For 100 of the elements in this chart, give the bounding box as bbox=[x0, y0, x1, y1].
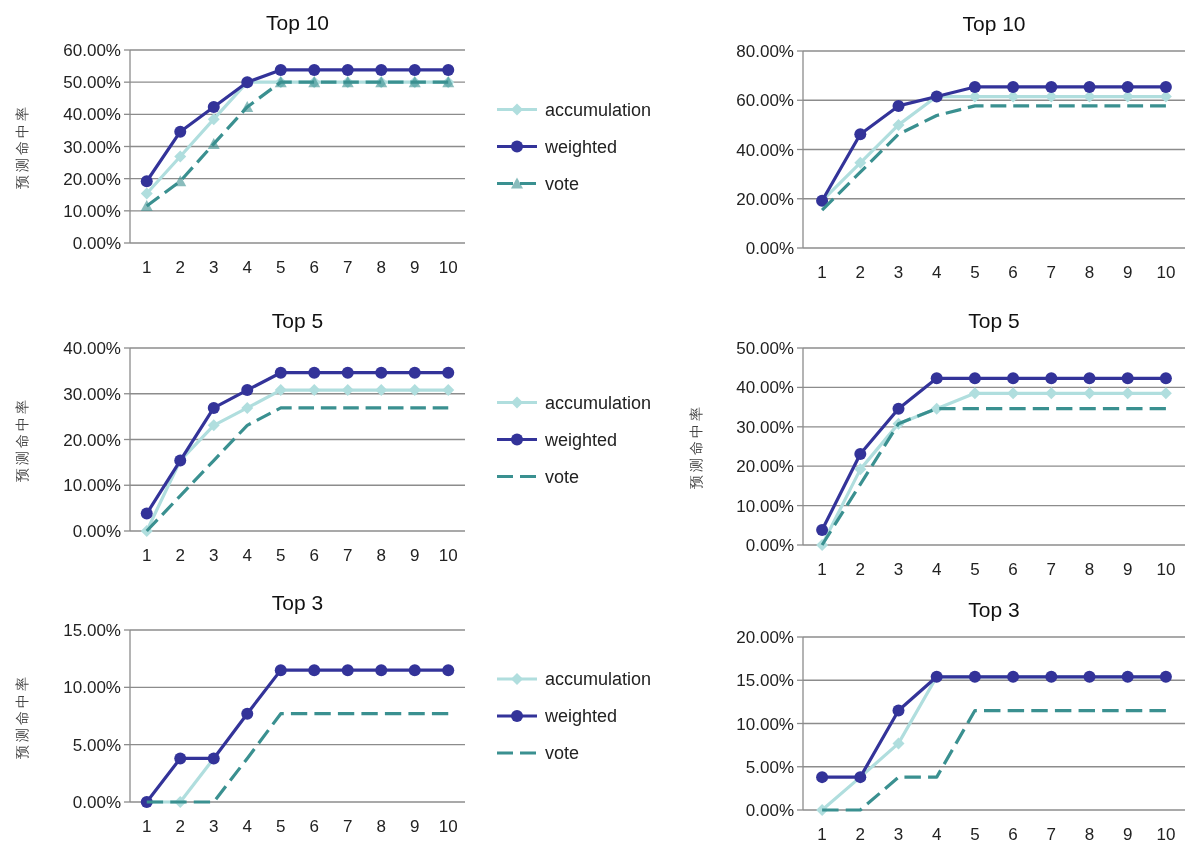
y-axis-title: 预测命中率 bbox=[688, 404, 704, 489]
y-tick-label: 50.00% bbox=[63, 73, 121, 93]
point bbox=[341, 366, 354, 379]
point bbox=[968, 372, 981, 385]
x-tick-label: 4 bbox=[931, 263, 942, 282]
point bbox=[854, 128, 867, 141]
y-tick-label: 0.00% bbox=[72, 793, 121, 812]
point bbox=[816, 524, 829, 537]
y-tick-label: 30.00% bbox=[63, 384, 121, 404]
point bbox=[442, 366, 455, 379]
point bbox=[1007, 372, 1020, 385]
x-tick-label: 9 bbox=[410, 817, 420, 836]
legend-label: accumulation bbox=[545, 392, 652, 413]
legend-label: accumulation bbox=[545, 99, 652, 120]
x-tick-label: 5 bbox=[276, 817, 286, 836]
point bbox=[930, 372, 943, 385]
x-tick-label: 3 bbox=[209, 546, 219, 565]
y-tick-label: 30.00% bbox=[63, 137, 121, 157]
y-tick-label: 10.00% bbox=[63, 476, 121, 496]
point bbox=[892, 704, 905, 717]
y-axis-title: 预测命中率 bbox=[14, 104, 30, 189]
point bbox=[241, 100, 254, 112]
legend-label: weighted bbox=[544, 429, 618, 450]
point bbox=[968, 387, 981, 400]
point bbox=[1159, 80, 1172, 93]
y-axis-title: 预测命中率 bbox=[14, 673, 30, 759]
x-tick-label: 3 bbox=[893, 263, 904, 282]
y-axis-title: 预测命中率 bbox=[14, 397, 30, 482]
point bbox=[140, 187, 153, 200]
x-tick-label: 5 bbox=[970, 825, 980, 844]
point bbox=[408, 664, 421, 677]
y-tick-label: 40.00% bbox=[63, 339, 121, 358]
point bbox=[1045, 372, 1058, 385]
x-tick-label: 10 bbox=[1156, 263, 1176, 282]
point bbox=[140, 200, 153, 212]
point bbox=[274, 366, 287, 379]
x-tick-label: 7 bbox=[343, 817, 353, 836]
x-tick-label: 4 bbox=[931, 825, 942, 844]
x-tick-label: 1 bbox=[817, 560, 827, 579]
point bbox=[375, 366, 388, 379]
x-tick-label: 3 bbox=[893, 825, 904, 844]
point bbox=[341, 664, 354, 677]
x-tick-label: 10 bbox=[438, 258, 458, 277]
x-tick-label: 10 bbox=[438, 817, 458, 836]
y-tick-label: 60.00% bbox=[63, 41, 121, 60]
x-tick-label: 3 bbox=[209, 817, 219, 836]
y-tick-label: 5.00% bbox=[72, 735, 121, 755]
x-tick-label: 9 bbox=[1122, 825, 1133, 844]
x-tick-label: 6 bbox=[1008, 263, 1018, 282]
chart-title: Top 3 bbox=[968, 598, 1020, 621]
x-tick-label: 3 bbox=[209, 258, 219, 277]
point bbox=[241, 401, 254, 414]
x-tick-label: 8 bbox=[376, 817, 386, 836]
x-tick-label: 4 bbox=[242, 546, 252, 565]
point bbox=[1083, 80, 1096, 93]
point bbox=[241, 384, 254, 397]
point bbox=[408, 366, 421, 379]
chart-title: Top 10 bbox=[265, 11, 330, 34]
x-tick-label: 5 bbox=[276, 546, 286, 565]
chart-title: Top 3 bbox=[271, 591, 324, 614]
point bbox=[308, 366, 321, 379]
x-tick-label: 2 bbox=[855, 825, 866, 844]
x-tick-label: 3 bbox=[893, 560, 904, 579]
x-tick-label: 4 bbox=[931, 560, 942, 579]
y-tick-label: 40.00% bbox=[736, 378, 794, 398]
x-tick-label: 7 bbox=[1046, 263, 1057, 282]
y-tick-label: 15.00% bbox=[736, 671, 794, 691]
x-tick-label: 8 bbox=[1084, 825, 1095, 844]
x-tick-label: 7 bbox=[1046, 560, 1057, 579]
y-tick-label: 0.00% bbox=[745, 536, 794, 555]
point bbox=[442, 664, 455, 677]
x-tick-label: 4 bbox=[242, 258, 252, 277]
x-tick-label: 5 bbox=[276, 258, 286, 277]
y-tick-label: 0.00% bbox=[72, 234, 121, 253]
y-tick-label: 10.00% bbox=[63, 201, 121, 221]
x-tick-label: 2 bbox=[175, 546, 185, 565]
point bbox=[854, 156, 867, 169]
x-tick-label: 6 bbox=[309, 258, 319, 277]
point bbox=[274, 664, 287, 677]
legend-label: accumulation bbox=[545, 669, 652, 689]
line-series bbox=[820, 104, 1168, 212]
y-tick-label: 5.00% bbox=[745, 757, 794, 777]
x-tick-label: 4 bbox=[242, 817, 252, 836]
x-tick-label: 2 bbox=[175, 817, 185, 836]
x-tick-label: 9 bbox=[1122, 560, 1133, 579]
point bbox=[140, 175, 153, 188]
y-tick-label: 10.00% bbox=[736, 496, 794, 516]
point bbox=[968, 80, 981, 93]
legend-label: weighted bbox=[544, 706, 618, 726]
point bbox=[854, 447, 867, 460]
point bbox=[274, 63, 287, 76]
point bbox=[174, 150, 187, 163]
y-tick-label: 0.00% bbox=[745, 239, 794, 258]
y-tick-label: 10.00% bbox=[736, 714, 794, 734]
x-tick-label: 10 bbox=[1156, 560, 1176, 579]
x-tick-label: 2 bbox=[855, 560, 866, 579]
x-tick-label: 7 bbox=[343, 258, 353, 277]
point bbox=[408, 63, 421, 76]
chart-title: Top 10 bbox=[962, 12, 1026, 35]
point bbox=[174, 125, 187, 138]
